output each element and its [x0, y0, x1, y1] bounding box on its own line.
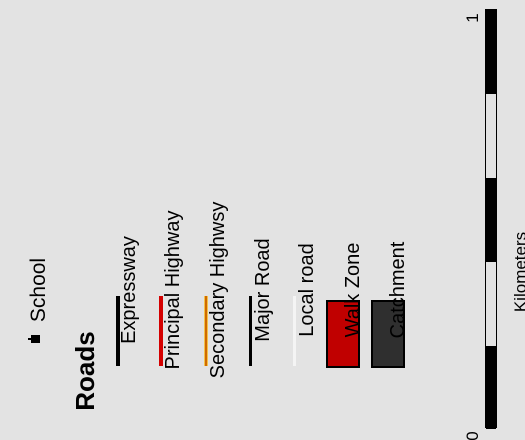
roads-heading: Roads	[70, 331, 100, 411]
expressway-swatch	[116, 296, 120, 366]
scale-bar-segment	[486, 10, 496, 94]
major-road-swatch	[249, 296, 252, 366]
scale-bar	[485, 9, 497, 429]
school-icon-building	[31, 335, 40, 343]
catchment-swatch	[371, 300, 405, 368]
scale-tick-start: 0	[463, 431, 482, 440]
principal-highway-label: Principal Highway	[162, 210, 184, 370]
expressway-label: Expressway	[118, 236, 140, 344]
scale-tick-end: 1	[463, 13, 482, 23]
scale-units-label: Kilometers	[511, 231, 525, 313]
school-icon	[28, 330, 42, 344]
secondary-highway-swatch	[204, 296, 208, 366]
walk-zone-swatch	[326, 300, 360, 368]
school-icon-flag	[28, 338, 31, 340]
scale-bar-segment	[486, 178, 496, 262]
major-road-label: Major Road	[252, 238, 274, 342]
secondary-highway-label: Secondary Highwsy	[207, 201, 229, 379]
catchment-label: Catchment	[387, 241, 409, 339]
local-road-label: Local road	[296, 243, 318, 337]
principal-highway-swatch	[159, 296, 163, 366]
walk-zone-label: Walk Zone	[342, 242, 364, 338]
scale-bar-segment	[486, 346, 496, 429]
local-road-swatch	[293, 296, 296, 366]
school-label: School	[27, 257, 50, 323]
